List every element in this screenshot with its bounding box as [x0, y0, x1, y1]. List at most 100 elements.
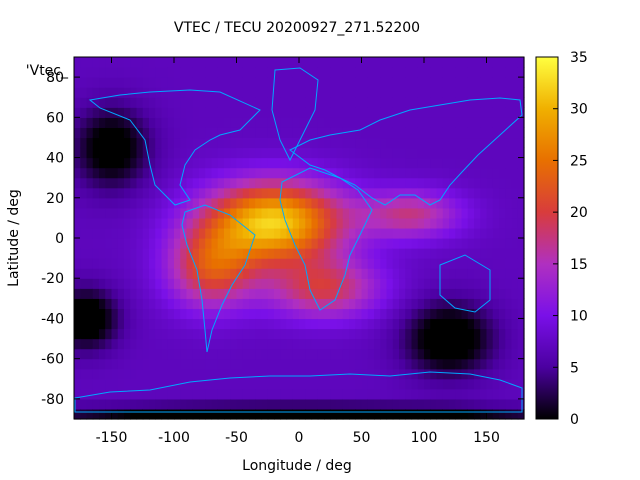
heatmap-cell	[480, 318, 488, 330]
heatmap-cell	[374, 238, 381, 249]
heatmap-cell	[449, 338, 456, 350]
heatmap-cell	[224, 388, 231, 400]
heatmap-cell	[324, 207, 331, 219]
heatmap-cell	[186, 368, 194, 380]
heatmap-cell	[80, 348, 88, 360]
heatmap-cell	[167, 328, 175, 340]
heatmap-cell	[392, 157, 400, 169]
heatmap-cell	[186, 197, 194, 209]
heatmap-cell	[336, 147, 344, 159]
heatmap-cell	[374, 77, 381, 88]
heatmap-cell	[86, 298, 94, 309]
heatmap-cell	[230, 308, 238, 320]
heatmap-cell	[261, 187, 269, 199]
heatmap-cell	[430, 268, 438, 279]
heatmap-cell	[342, 288, 350, 299]
heatmap-cell	[330, 408, 338, 420]
heatmap-cell	[449, 308, 456, 320]
heatmap-cell	[305, 268, 313, 279]
heatmap-cell	[224, 107, 231, 118]
heatmap-cell	[174, 238, 181, 249]
heatmap-cell	[211, 338, 219, 350]
heatmap-cell	[417, 268, 425, 279]
heatmap-cell	[411, 117, 419, 128]
heatmap-cell	[317, 117, 325, 128]
heatmap-cell	[124, 187, 131, 199]
heatmap-cell	[124, 67, 131, 78]
heatmap-cell	[286, 318, 294, 330]
heatmap-cell	[474, 107, 481, 118]
heatmap-cell	[349, 167, 356, 179]
heatmap-cell	[230, 368, 238, 380]
heatmap-cell	[367, 308, 375, 320]
heatmap-cell	[99, 268, 106, 279]
heatmap-cell	[380, 137, 388, 149]
heatmap-cell	[261, 207, 269, 219]
heatmap-cell	[267, 97, 275, 108]
heatmap-cell	[517, 217, 525, 229]
heatmap-cell	[455, 147, 463, 159]
heatmap-cell	[249, 107, 256, 118]
heatmap-cell	[336, 328, 344, 340]
heatmap-cell	[474, 358, 481, 370]
heatmap-cell	[305, 288, 313, 299]
heatmap-cell	[430, 137, 438, 149]
heatmap-cell	[249, 147, 256, 159]
heatmap-cell	[474, 408, 481, 420]
heatmap-cell	[330, 348, 338, 360]
heatmap-cell	[136, 398, 144, 410]
heatmap-cell	[405, 127, 413, 139]
heatmap-cell	[261, 398, 269, 410]
heatmap-cell	[380, 77, 388, 88]
heatmap-cell	[317, 258, 325, 269]
heatmap-cell	[167, 167, 175, 179]
heatmap-cell	[155, 308, 163, 320]
heatmap-cell	[342, 278, 350, 289]
heatmap-cell	[486, 207, 494, 219]
heatmap-cell	[236, 167, 244, 179]
heatmap-cell	[411, 288, 419, 299]
heatmap-cell	[330, 127, 338, 139]
heatmap-cell	[361, 137, 369, 149]
heatmap-cell	[461, 177, 469, 189]
heatmap-cell	[517, 258, 525, 269]
heatmap-cell	[474, 137, 481, 149]
heatmap-cell	[330, 137, 338, 149]
heatmap-cell	[442, 278, 450, 289]
heatmap-cell	[130, 368, 138, 380]
heatmap-cell	[180, 268, 188, 279]
heatmap-cell	[342, 308, 350, 320]
heatmap-cell	[186, 187, 194, 199]
heatmap-cell	[386, 127, 394, 139]
heatmap-cell	[492, 308, 500, 320]
heatmap-cell	[417, 127, 425, 139]
heatmap-cell	[486, 77, 494, 88]
heatmap-cell	[167, 298, 175, 309]
heatmap-cell	[192, 278, 200, 289]
heatmap-cell	[236, 157, 244, 169]
heatmap-cell	[474, 227, 481, 239]
heatmap-cell	[361, 308, 369, 320]
heatmap-cell	[449, 268, 456, 279]
heatmap-cell	[455, 348, 463, 360]
heatmap-cell	[199, 217, 206, 229]
heatmap-cell	[155, 147, 163, 159]
heatmap-cell	[99, 398, 106, 410]
heatmap-cell	[311, 157, 319, 169]
heatmap-cell	[180, 137, 188, 149]
heatmap-cell	[249, 318, 256, 330]
heatmap-cell	[186, 298, 194, 309]
heatmap-cell	[211, 298, 219, 309]
heatmap-cell	[474, 248, 481, 259]
heatmap-cell	[349, 328, 356, 340]
heatmap-cell	[392, 127, 400, 139]
heatmap-cell	[330, 368, 338, 380]
heatmap-cell	[286, 167, 294, 179]
heatmap-cell	[386, 358, 394, 370]
heatmap-cell	[161, 127, 169, 139]
heatmap-cell	[424, 358, 431, 370]
heatmap-cell	[149, 378, 156, 390]
heatmap-cell	[124, 117, 131, 128]
heatmap-cell	[280, 177, 288, 189]
heatmap-cell	[480, 197, 488, 209]
